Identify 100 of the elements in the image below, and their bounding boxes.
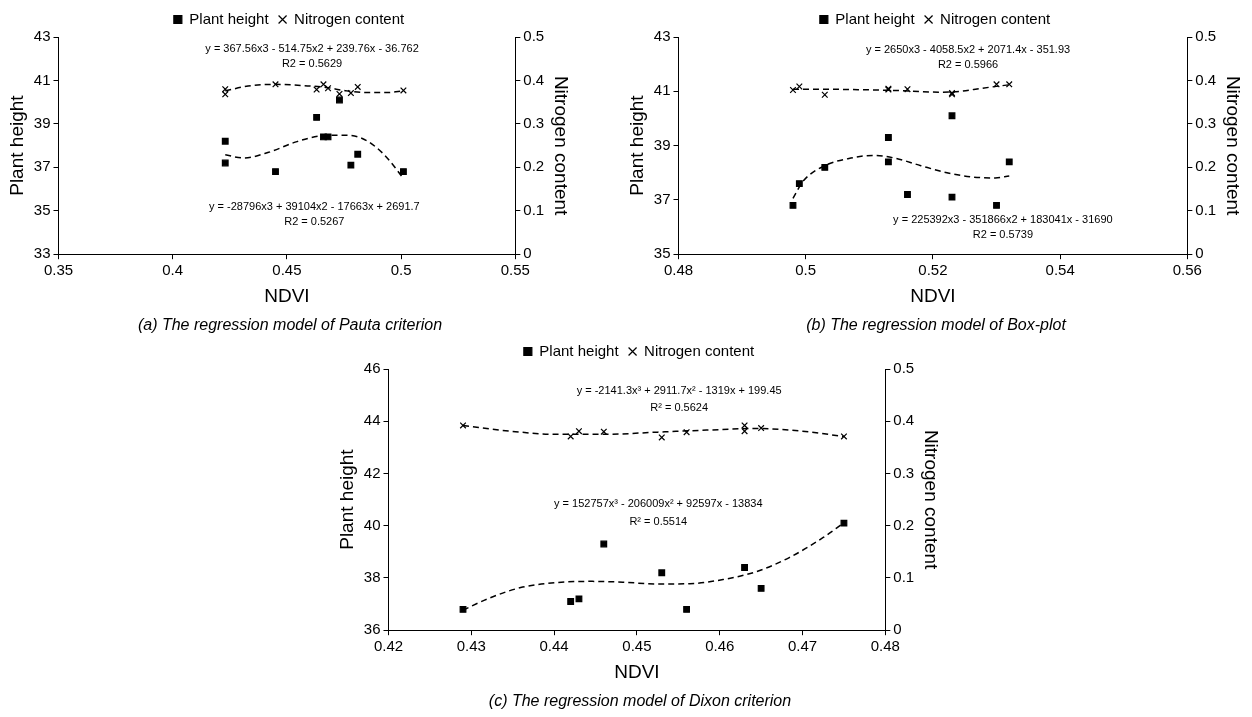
annotation: R² = 0.5514 [629,515,688,528]
annotation: R2 = 0.5629 [281,56,343,69]
y-tick-label: 33 [33,244,51,262]
point [347,161,355,169]
y2-tick-label: 0.3 [893,463,915,481]
point [683,605,691,613]
y-tick-label: 42 [363,463,381,481]
point [324,133,332,141]
y2-tick-label: 0.3 [523,114,545,132]
point [354,150,362,158]
point [993,201,1000,209]
x-tick-label: 0.35 [43,261,74,279]
legend-label: Plant height [539,341,620,359]
annotation: y = -2141.3x³ + 2911.7x² - 1319x + 199.45 [576,384,782,397]
y-tick-label: 46 [363,359,381,377]
y2-tick-label: 0 [1195,244,1204,262]
y-tick-label: 44 [363,411,381,429]
point [459,605,467,613]
x-tick-label: 0.48 [870,637,900,655]
point [948,112,956,120]
y2-tick-label: 0.1 [523,200,545,218]
point [399,168,407,176]
y-tick-label: 37 [653,190,671,208]
annotation: y = 2650x3 - 4058.5x2 + 2071.4x - 351.93 [865,43,1071,56]
y2-tick-label: 0.3 [1195,114,1217,132]
point [336,96,343,104]
y-axis-title: Plant height [335,448,357,550]
y2-tick-label: 0.5 [893,359,915,377]
y-tick-label: 37 [33,157,51,175]
x-tick-label: 0.47 [787,637,818,655]
x-tick-label: 0.45 [272,261,302,279]
y2-tick-label: 0.1 [1195,200,1217,218]
y-tick-label: 40 [363,515,381,533]
point [757,424,765,432]
legend-label: Plant height [835,9,916,27]
annotation: y = -28796x3 + 39104x2 - 17663x + 2691.7 [208,200,420,213]
point [1005,158,1013,166]
y-axis-title: Plant height [5,94,27,196]
x-tick-label: 0.5 [390,261,412,279]
point [884,158,892,166]
y2-tick-label: 0.4 [523,70,545,88]
y-tick-label: 39 [653,135,671,153]
x-tick-label: 0.5 [795,261,817,279]
point [658,569,666,577]
y2-axis-title: Nitrogen content [551,75,573,217]
y-tick-label: 39 [33,114,51,132]
x-tick-label: 0.42 [373,637,404,655]
x-axis-title: NDVI [264,284,310,306]
point [840,432,848,440]
annotation: R2 = 0.5966 [937,58,999,71]
x-tick-label: 0.55 [500,261,530,279]
annotation: R² = 0.5624 [650,401,709,414]
y-axis-title: Plant height [625,94,647,196]
y2-tick-label: 0 [523,244,532,262]
x-axis-title: NDVI [910,284,956,306]
line-series [792,84,1010,93]
y2-tick-label: 0.2 [893,515,915,533]
point [683,428,691,436]
y-tick-label: 35 [653,244,671,262]
point [741,564,748,571]
x-tick-label: 0.54 [1045,261,1075,279]
point [795,180,803,188]
point [658,434,666,441]
point [600,540,608,548]
annotation: R2 = 0.5739 [972,228,1034,241]
y2-tick-label: 0.4 [1195,70,1217,88]
point [757,584,765,592]
point [221,137,229,145]
y2-tick-label: 0 [893,620,902,638]
y2-tick-label: 0.5 [523,27,545,45]
x-tick-label: 0.48 [663,261,694,279]
point [600,428,608,436]
x-tick-label: 0.43 [456,637,486,655]
x-tick-label: 0.44 [539,637,569,655]
point [840,519,848,527]
point [948,193,956,201]
y-tick-label: 36 [363,620,381,638]
x-tick-label: 0.52 [918,261,948,279]
point [313,113,321,121]
y2-tick-label: 0.5 [1195,27,1217,45]
y-tick-label: 43 [653,27,671,45]
point [575,427,583,435]
point [789,201,797,209]
annotation: y = 225392x3 - 351866x2 + 183041x - 31690 [893,213,1113,226]
line-series [462,424,844,438]
annotation: R2 = 0.5267 [284,215,345,228]
y-tick-label: 38 [363,568,381,586]
y2-axis-title: Nitrogen content [921,429,943,571]
legend-label: Plant height [189,9,270,27]
legend-label: Nitrogen content [644,341,755,359]
point [272,168,279,176]
legend-label: Nitrogen content [294,9,405,27]
legend-label: Nitrogen content [940,9,1051,27]
x-tick-label: 0.4 [162,261,184,279]
y-tick-label: 43 [33,27,51,45]
x-tick-label: 0.56 [1172,261,1202,279]
y-tick-label: 41 [653,81,671,99]
point [221,159,229,167]
y2-tick-label: 0.4 [893,411,915,429]
x-tick-label: 0.46 [705,637,735,655]
